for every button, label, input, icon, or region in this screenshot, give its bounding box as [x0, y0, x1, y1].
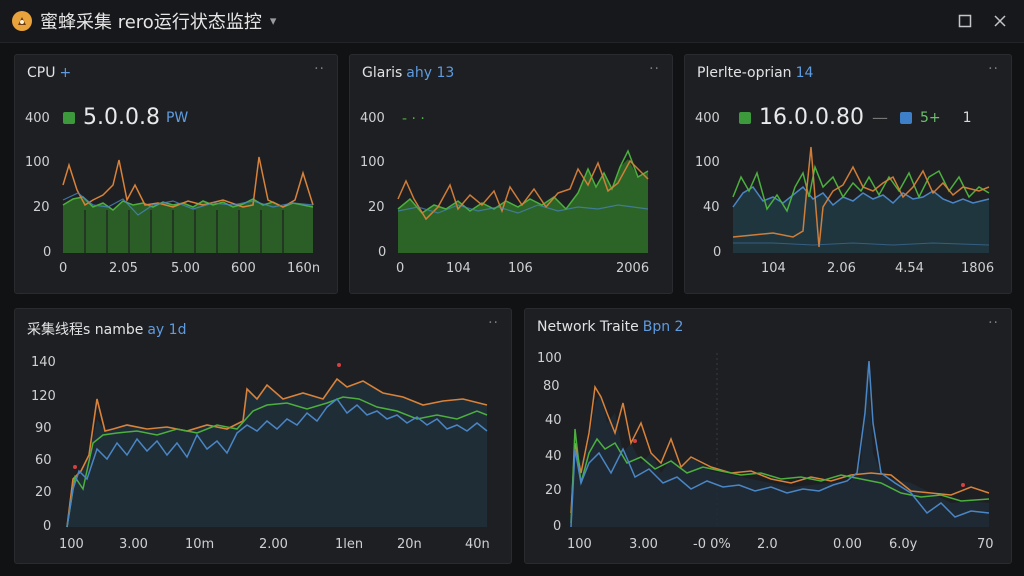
panel-glaris: Glaris ahy 13 ·· - · · 400 100 20 0 0 104… [349, 54, 673, 294]
cpu-chart [62, 156, 314, 253]
x-tick: 106 [508, 261, 533, 276]
x-tick: 3.00 [629, 537, 658, 552]
panel-menu-icon[interactable]: ·· [988, 315, 999, 331]
x-tick: 6.0y [889, 537, 918, 552]
y-tick: 40 [703, 200, 720, 215]
y-tick: 0 [553, 519, 562, 534]
restore-icon[interactable] [954, 10, 976, 32]
y-tick: 60 [35, 453, 52, 468]
x-tick: 40n [465, 537, 490, 552]
title-dropdown-icon[interactable]: ▾ [269, 13, 277, 29]
panel-menu-icon[interactable]: ·· [988, 61, 999, 77]
y-tick: 100 [25, 155, 50, 170]
panel-menu-icon[interactable]: ·· [649, 61, 660, 77]
panel-title: 采集线程s nambe ay 1d [27, 322, 187, 338]
x-tick: 104 [446, 261, 471, 276]
legend-swatch [63, 111, 75, 124]
y-tick: 0 [378, 245, 387, 260]
close-icon[interactable] [989, 10, 1011, 32]
panel-title: CPU + [27, 65, 72, 81]
y-tick: 100 [695, 155, 720, 170]
x-tick: -0 0% [693, 537, 731, 552]
x-tick: 2.00 [259, 537, 288, 552]
legend-swatch-blue [899, 111, 912, 124]
x-tick: 2.06 [827, 261, 856, 276]
panel-title: Plerlte-oprian 14 [697, 65, 814, 81]
y-tick: 0 [43, 519, 52, 534]
x-tick: 100 [567, 537, 592, 552]
legend-swatch [739, 111, 751, 124]
y-tick: 80 [543, 379, 560, 394]
x-tick: 2.0 [757, 537, 778, 552]
x-tick: 104 [761, 261, 786, 276]
stat-readout: 16.0.0.80 — 5+ 1 [739, 105, 972, 130]
y-tick: 400 [25, 111, 50, 126]
x-tick: 20n [397, 537, 422, 552]
x-tick: 0.00 [833, 537, 862, 552]
y-tick: 100 [537, 351, 562, 366]
y-tick: 90 [35, 421, 52, 436]
x-tick: 1len [335, 537, 364, 552]
x-tick: 1806 [961, 261, 995, 276]
x-tick: 0 [396, 261, 405, 276]
y-tick: 40 [545, 449, 562, 464]
panel-plerite: Plerlte-oprian 14 ·· 16.0.0.80 — 5+ 1 400… [684, 54, 1012, 294]
window-title: 蜜蜂采集 rero运行状态监控 [40, 12, 262, 33]
plerite-chart [732, 146, 990, 253]
panel-menu-icon[interactable]: ·· [488, 315, 499, 331]
panel-threads: 采集线程s nambe ay 1d ·· 140 120 90 60 20 0 1… [14, 308, 512, 564]
stat-readout: 5.0.0.8 PW [63, 105, 188, 130]
y-tick: 400 [695, 111, 720, 126]
x-tick: 2006 [616, 261, 650, 276]
x-tick: 2.05 [109, 261, 138, 276]
x-tick: 600 [231, 261, 256, 276]
panel-menu-icon[interactable]: ·· [314, 61, 325, 77]
panel-title: Glaris ahy 13 [362, 65, 455, 81]
x-tick: 4.54 [895, 261, 924, 276]
panel-network: Network Traite Bpn 2 ·· 100 80 40 40 20 0… [524, 308, 1012, 564]
x-tick: 5.00 [171, 261, 200, 276]
y-tick: 0 [43, 245, 52, 260]
y-tick: 400 [360, 111, 385, 126]
y-tick: 20 [368, 200, 385, 215]
y-tick: 120 [31, 389, 56, 404]
network-chart [570, 353, 990, 528]
y-tick: 100 [360, 155, 385, 170]
x-tick: 100 [59, 537, 84, 552]
y-tick: 0 [713, 245, 722, 260]
y-tick: 140 [31, 355, 56, 370]
x-tick: 0 [59, 261, 68, 276]
threads-chart [66, 363, 488, 528]
x-tick: 10m [185, 537, 215, 552]
panel-title: Network Traite Bpn 2 [537, 319, 684, 335]
glaris-chart [397, 149, 649, 253]
x-tick: 70 [977, 537, 994, 552]
x-tick: 160n [287, 261, 321, 276]
x-tick: 3.00 [119, 537, 148, 552]
y-tick: 40 [545, 413, 562, 428]
stat-line: - · · [402, 111, 425, 127]
panel-cpu: CPU + ·· 5.0.0.8 PW 400 100 20 0 0 2.05 5… [14, 54, 338, 294]
y-tick: 20 [33, 200, 50, 215]
y-tick: 20 [545, 483, 562, 498]
y-tick: 20 [35, 485, 52, 500]
app-logo-icon [12, 11, 32, 31]
title-bar: 蜜蜂采集 rero运行状态监控 ▾ [0, 0, 1024, 43]
